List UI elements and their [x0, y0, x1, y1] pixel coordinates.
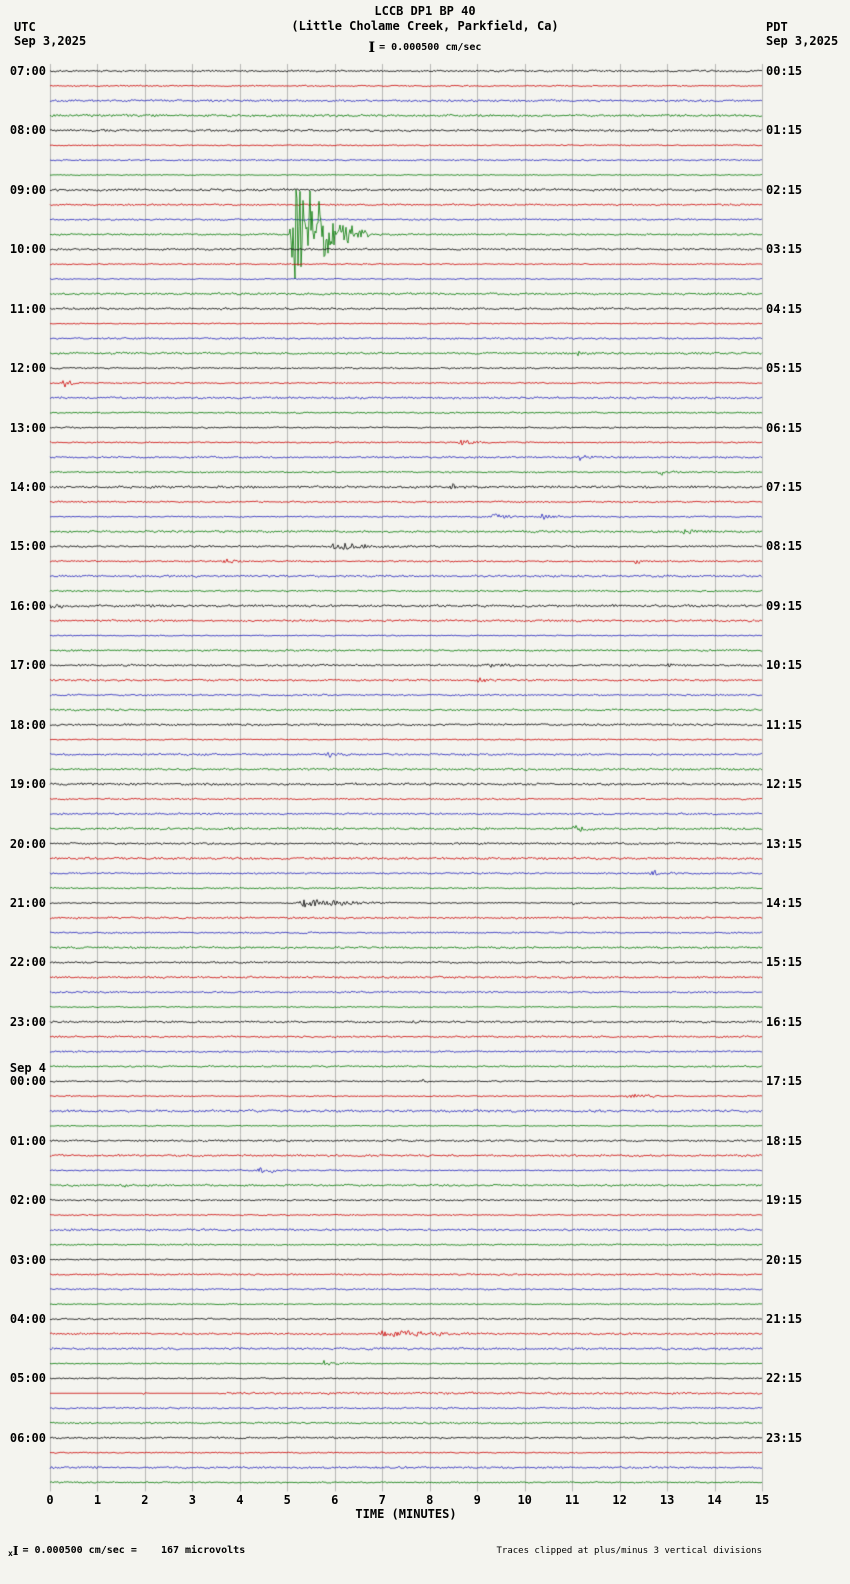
utc-hour-label: 16:00 — [9, 598, 46, 613]
local-hour-label: 08:15 — [766, 539, 803, 554]
local-date-label: Sep 3,2025 — [766, 34, 839, 48]
local-hour-label: 17:15 — [766, 1074, 803, 1089]
utc-hour-label: 00:00 — [9, 1074, 46, 1089]
scale-text: = 0.000500 cm/sec — [379, 42, 482, 53]
utc-date-label: Sep 3,2025 — [14, 34, 87, 48]
x-axis-title: TIME (MINUTES) — [355, 1507, 457, 1521]
utc-hour-label: 09:00 — [9, 182, 46, 197]
station-subtitle: (Little Cholame Creek, Parkfield, Ca) — [291, 19, 559, 33]
utc-timezone-label: UTC — [14, 20, 36, 34]
utc-hour-label: 15:00 — [9, 539, 46, 554]
local-hour-label: 11:15 — [766, 717, 803, 732]
footer-bracket-icon: I — [12, 1544, 19, 1558]
local-hour-label: 03:15 — [766, 242, 803, 257]
local-hour-label: 02:15 — [766, 182, 803, 197]
local-timezone-label: PDT — [766, 20, 788, 34]
utc-hour-label: 20:00 — [9, 836, 46, 851]
footer-clip-note: Traces clipped at plus/minus 3 vertical … — [496, 1546, 762, 1556]
x-tick-label: 7 — [378, 1493, 386, 1508]
x-tick-label: 6 — [331, 1493, 339, 1508]
x-tick-label: 15 — [754, 1493, 770, 1508]
x-tick-label: 2 — [141, 1493, 149, 1508]
footer-scale-note: xI = 0.000500 cm/sec = 167 microvolts — [8, 1544, 245, 1558]
utc-hour-label: 21:00 — [9, 896, 46, 910]
local-hour-label: 16:15 — [766, 1014, 803, 1029]
x-tick-label: 5 — [283, 1493, 291, 1508]
utc-hour-label: 01:00 — [9, 1133, 46, 1148]
local-hour-label: 01:15 — [766, 123, 803, 138]
utc-hour-label: 07:00 — [9, 64, 46, 78]
x-tick-label: 4 — [236, 1493, 244, 1508]
utc-hour-label: 10:00 — [9, 242, 46, 257]
utc-hour-label: 17:00 — [9, 658, 46, 673]
utc-hour-label: 12:00 — [9, 361, 46, 376]
utc-hour-label: 08:00 — [9, 123, 46, 138]
x-tick-label: 8 — [426, 1493, 434, 1508]
utc-hour-label: 18:00 — [9, 717, 46, 732]
local-hour-label: 09:15 — [766, 598, 803, 613]
utc-hour-label: 06:00 — [9, 1430, 46, 1445]
utc-hour-label: 22:00 — [9, 955, 46, 970]
local-hour-label: 10:15 — [766, 658, 803, 673]
utc-hour-label: 05:00 — [9, 1371, 46, 1386]
station-title: LCCB DP1 BP 40 — [374, 4, 476, 18]
footer-scale-text: = 0.000500 cm/sec = — [22, 1545, 137, 1556]
local-hour-label: 22:15 — [766, 1371, 803, 1386]
x-tick-label: 11 — [564, 1493, 580, 1508]
scale-bracket-icon: I — [368, 40, 376, 56]
x-tick-label: 9 — [473, 1493, 481, 1508]
utc-hour-label: 04:00 — [9, 1312, 46, 1326]
footer-microvolts-text: 167 microvolts — [160, 1545, 246, 1556]
local-hour-label: 14:15 — [766, 896, 803, 910]
local-hour-label: 20:15 — [766, 1252, 803, 1267]
x-tick-label: 1 — [93, 1493, 102, 1508]
local-hour-label: 04:15 — [766, 301, 803, 316]
date-change-label: Sep 4 — [9, 1061, 46, 1076]
local-hour-label: 18:15 — [766, 1133, 803, 1148]
local-hour-label: 21:15 — [766, 1312, 803, 1326]
local-hour-label: 07:15 — [766, 480, 803, 494]
utc-hour-label: 14:00 — [9, 480, 46, 494]
x-tick-label: 14 — [707, 1493, 722, 1508]
x-tick-label: 10 — [517, 1493, 532, 1508]
local-hour-label: 00:15 — [766, 64, 803, 78]
local-hour-label: 13:15 — [766, 836, 803, 851]
utc-hour-label: 11:00 — [9, 301, 46, 316]
local-hour-label: 12:15 — [766, 777, 803, 792]
local-hour-label: 06:15 — [766, 420, 803, 435]
local-hour-label: 19:15 — [766, 1193, 803, 1208]
x-tick-label: 0 — [46, 1493, 54, 1508]
footer-prefix: x — [8, 1549, 13, 1558]
local-hour-label: 05:15 — [766, 361, 803, 376]
local-hour-label: 23:15 — [766, 1430, 803, 1445]
local-hour-label: 15:15 — [766, 955, 803, 970]
x-tick-label: 12 — [612, 1493, 627, 1508]
x-tick-label: 3 — [188, 1493, 196, 1508]
amplitude-scale-legend: I = 0.000500 cm/sec — [0, 40, 850, 56]
utc-hour-label: 23:00 — [9, 1014, 46, 1029]
utc-hour-label: 13:00 — [9, 420, 46, 435]
utc-hour-label: 02:00 — [9, 1193, 46, 1208]
x-tick-label: 13 — [659, 1493, 675, 1508]
utc-hour-label: 19:00 — [9, 777, 46, 792]
utc-hour-label: 03:00 — [9, 1252, 46, 1267]
